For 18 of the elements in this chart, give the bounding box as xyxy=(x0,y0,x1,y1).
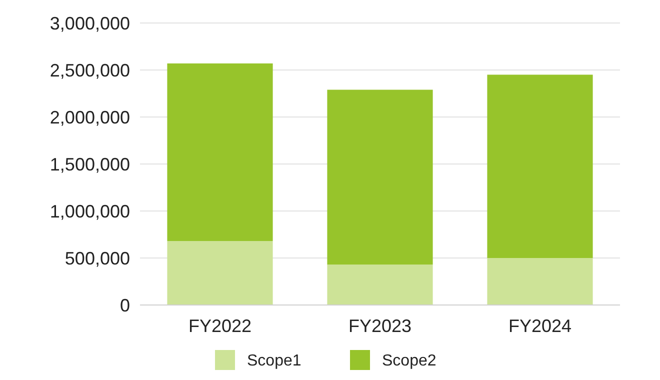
x-tick-label: FY2022 xyxy=(188,316,252,336)
bar xyxy=(167,241,273,305)
bar xyxy=(167,63,273,242)
y-tick-label: 2,500,000 xyxy=(50,60,130,80)
bar xyxy=(327,90,433,265)
x-tick-label: FY2024 xyxy=(508,316,572,336)
y-tick-label: 1,000,000 xyxy=(50,201,130,222)
bar xyxy=(327,264,433,305)
y-tick-label: 1,500,000 xyxy=(50,154,130,174)
bar xyxy=(487,74,593,258)
legend-label: Scope2 xyxy=(382,352,436,370)
y-tick-label: 3,000,000 xyxy=(50,13,130,34)
bar xyxy=(487,258,593,305)
y-tick-label: 0 xyxy=(120,295,130,316)
x-tick-label: FY2023 xyxy=(348,316,412,336)
y-tick-label: 2,000,000 xyxy=(50,107,130,128)
y-tick-label: 500,000 xyxy=(64,248,130,268)
legend-label: Scope1 xyxy=(247,352,302,370)
